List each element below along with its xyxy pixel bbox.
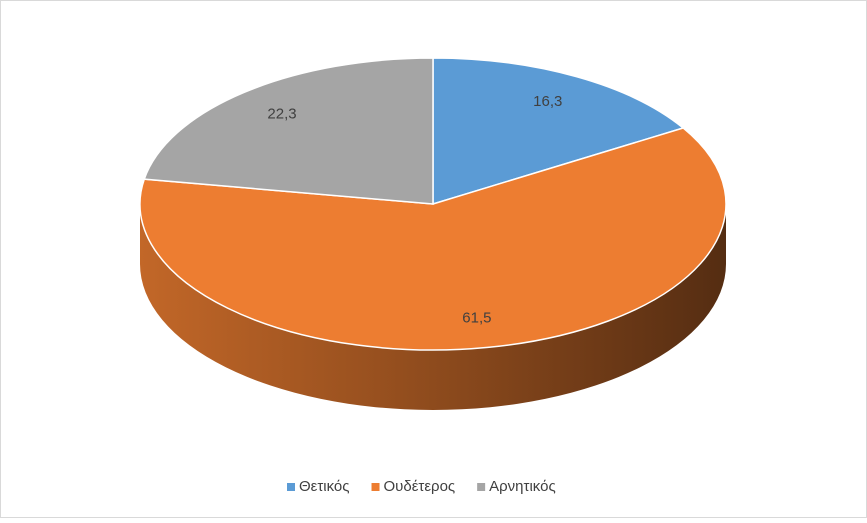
legend-label: Αρνητικός — [489, 478, 556, 495]
legend-label: Ουδέτερος — [384, 478, 456, 495]
pie-slice — [143, 57, 434, 205]
legend-label: Θετικός — [299, 478, 350, 495]
legend-marker — [371, 483, 380, 491]
pie-slice — [139, 127, 727, 351]
legend-marker — [287, 483, 295, 491]
pie-slice-side — [140, 204, 726, 410]
data-label: 16,3 — [533, 93, 562, 110]
pie-slice — [432, 57, 685, 206]
legend-marker — [477, 483, 486, 491]
data-label: 61,5 — [462, 310, 491, 327]
data-label: 22,3 — [267, 106, 296, 123]
